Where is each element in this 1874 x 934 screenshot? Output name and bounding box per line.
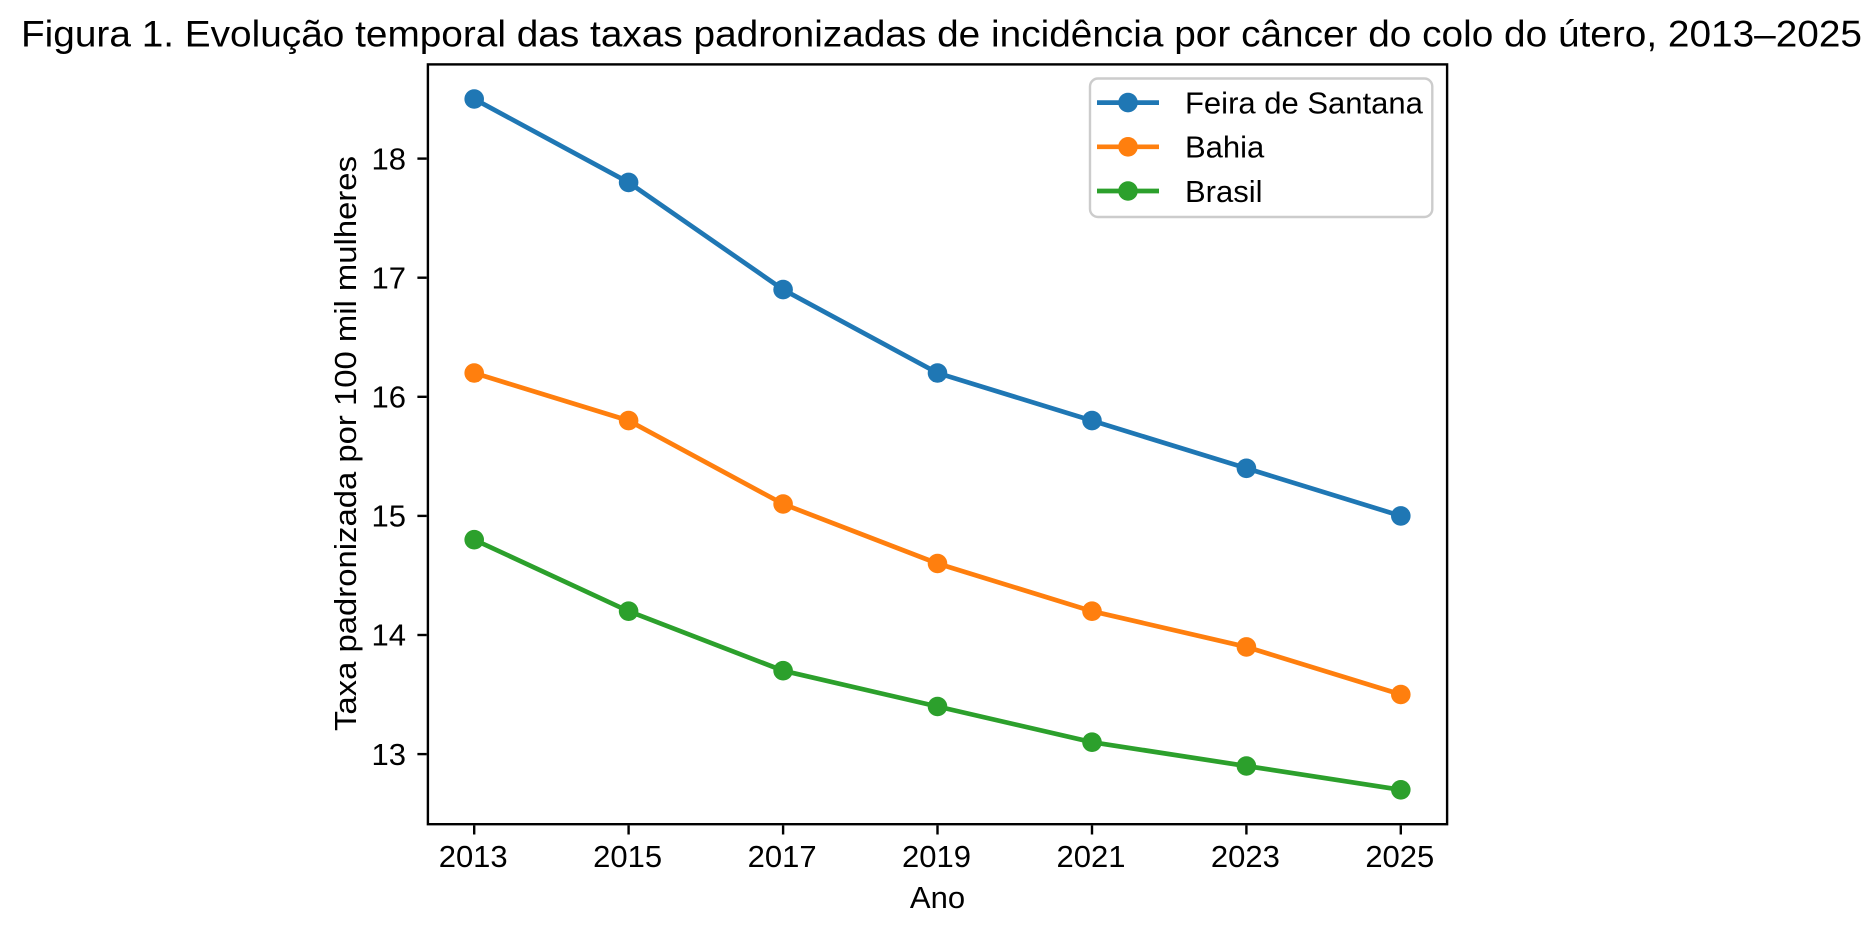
svg-text:Feira de Santana: Feira de Santana — [1185, 85, 1424, 120]
svg-text:18: 18 — [372, 141, 406, 176]
svg-text:2021: 2021 — [1057, 839, 1126, 874]
svg-text:2015: 2015 — [593, 839, 662, 874]
svg-text:Bahia: Bahia — [1185, 130, 1265, 165]
svg-text:2013: 2013 — [439, 839, 508, 874]
svg-text:14: 14 — [372, 618, 406, 653]
svg-text:2025: 2025 — [1365, 839, 1434, 874]
svg-text:2017: 2017 — [748, 839, 817, 874]
svg-text:2019: 2019 — [902, 839, 971, 874]
svg-text:Figura 1. Evolução temporal da: Figura 1. Evolução temporal das taxas pa… — [21, 14, 1862, 55]
svg-text:15: 15 — [372, 499, 406, 534]
svg-text:Ano: Ano — [910, 880, 965, 915]
svg-text:16: 16 — [372, 380, 406, 415]
svg-text:13: 13 — [372, 737, 406, 772]
svg-text:17: 17 — [372, 260, 406, 295]
svg-text:2023: 2023 — [1211, 839, 1280, 874]
svg-text:Taxa padronizada por 100 mil m: Taxa padronizada por 100 mil mulheres — [328, 156, 363, 731]
svg-text:Brasil: Brasil — [1185, 174, 1263, 209]
